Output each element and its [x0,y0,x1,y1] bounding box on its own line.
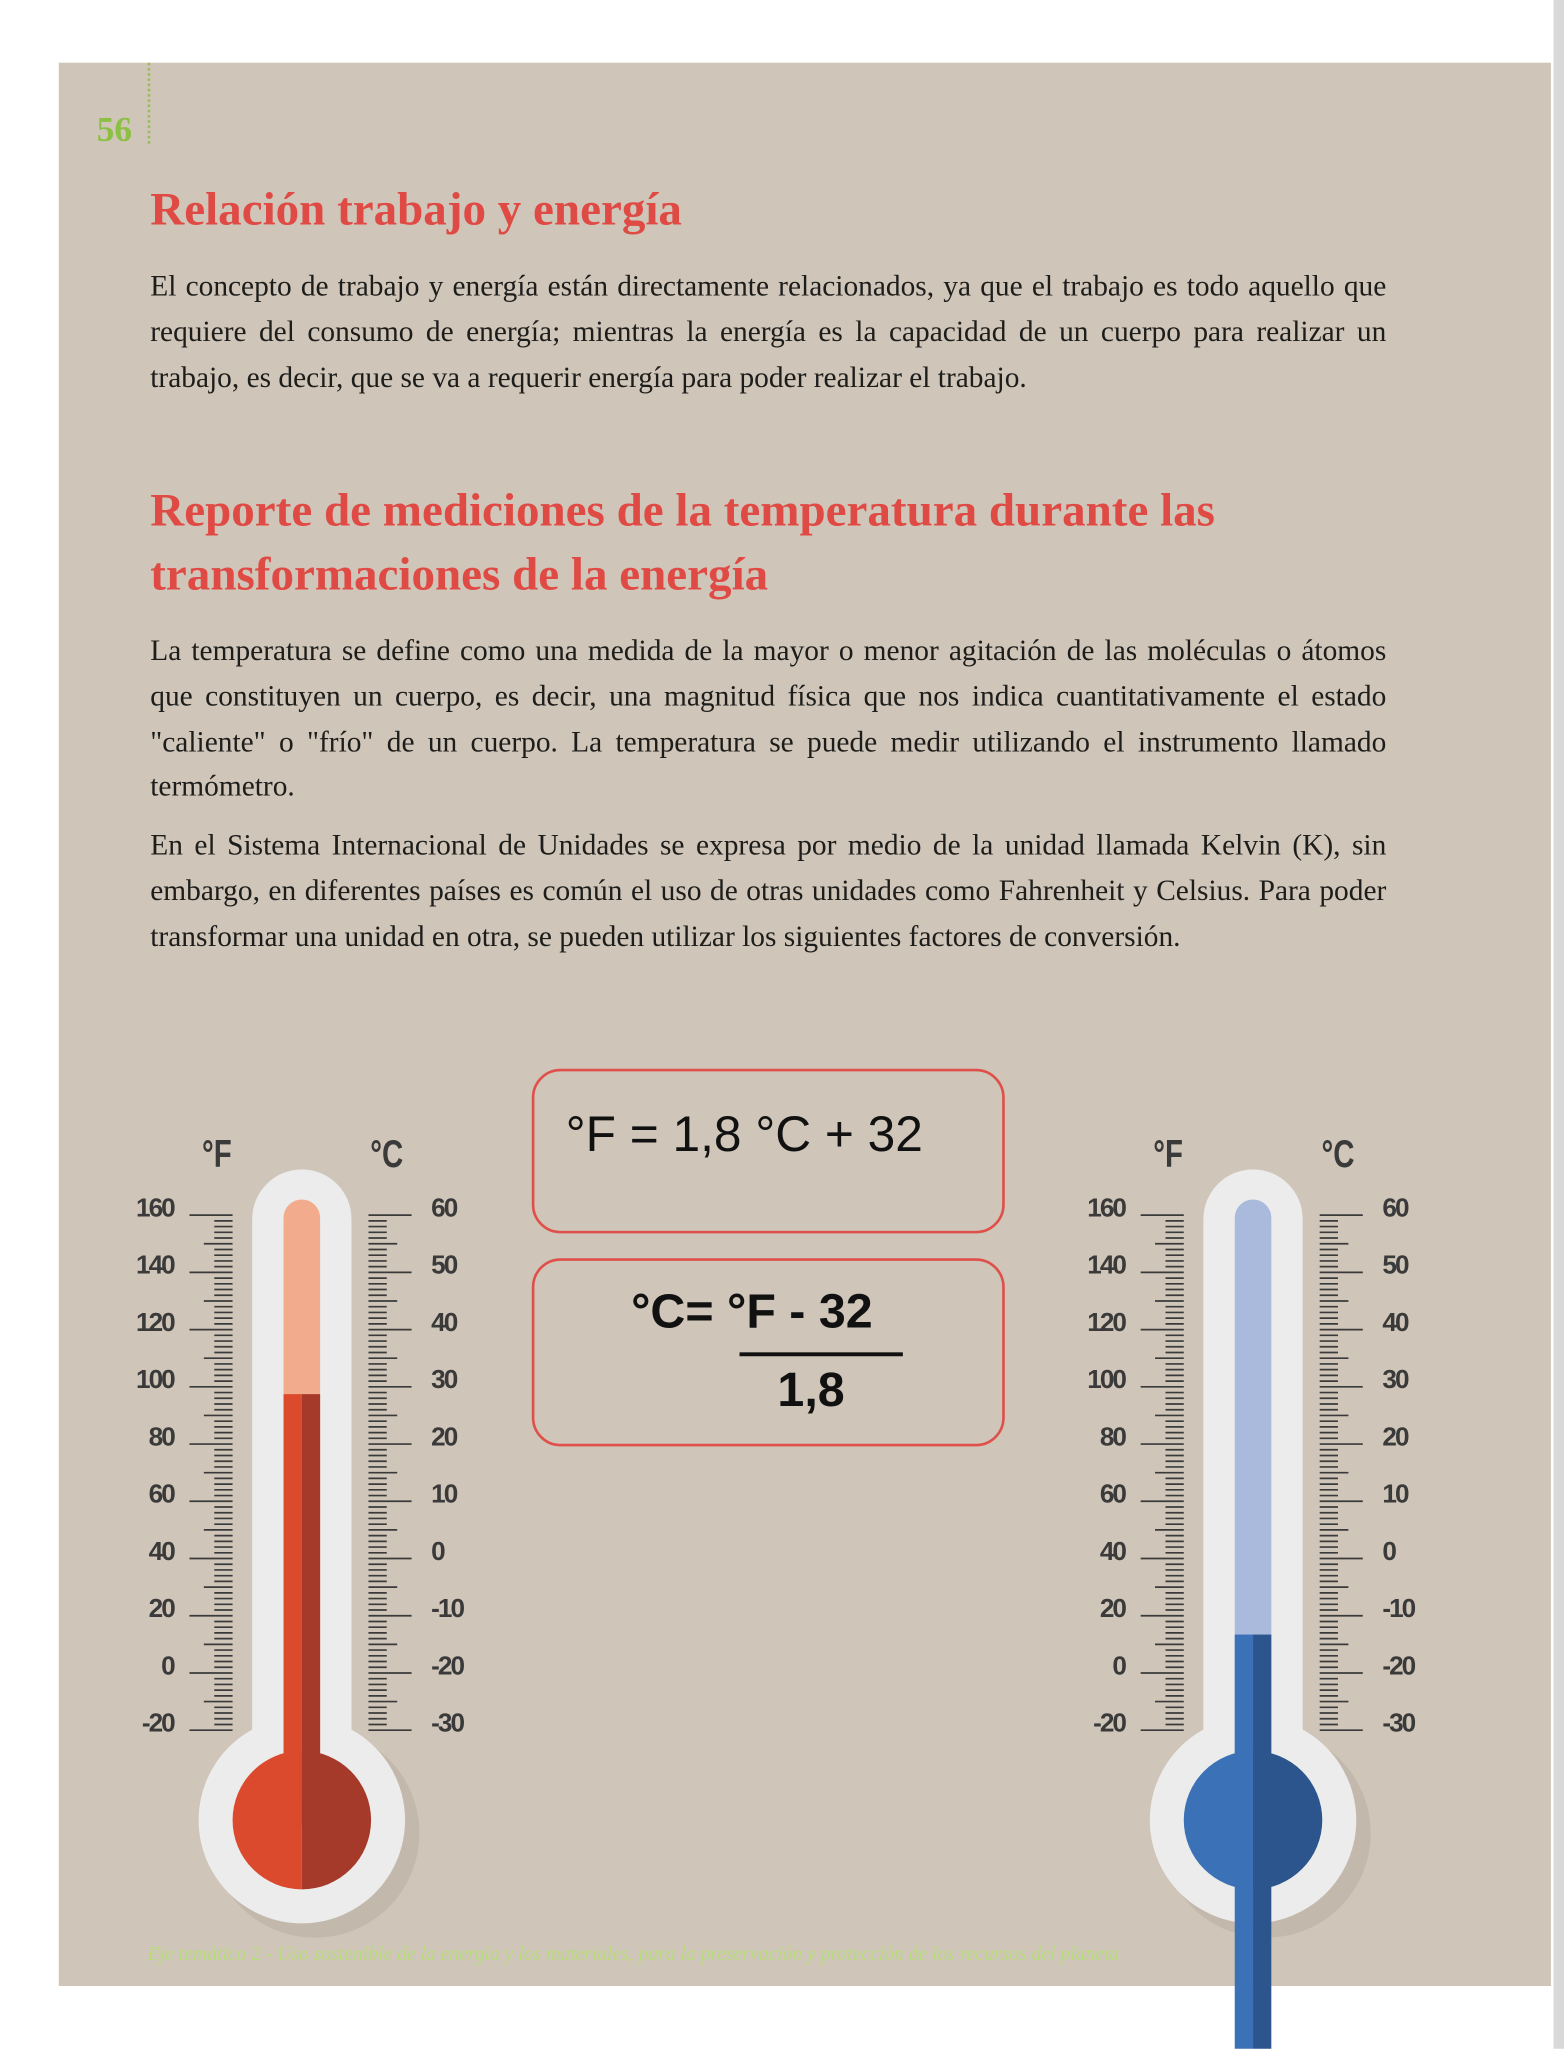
bulb [1253,1750,1323,1890]
f-tick-label: 40 [1100,1536,1127,1566]
c-tick-label: -10 [1382,1593,1415,1623]
c-tick-label: 50 [431,1250,458,1280]
f-tick-label: -20 [1093,1708,1126,1738]
section-title: Relación trabajo y energía [150,182,682,236]
f-tick-label: 60 [149,1479,176,1509]
f-tick-label: 0 [1112,1650,1126,1680]
f-tick-label: 0 [161,1650,175,1680]
fraction-bar [739,1352,903,1357]
c-tick-label: 0 [431,1536,445,1566]
c-tick-label: 0 [1382,1536,1396,1566]
f-tick-label: -20 [142,1708,175,1738]
c-tick-label: 60 [1382,1192,1409,1222]
formula-denominator: 1,8 [777,1362,845,1417]
f-tick-label: 120 [1087,1307,1126,1337]
footer: Eje temático 2 - Uso sostenible de la en… [147,1944,1120,1966]
f-tick-label: 40 [149,1536,176,1566]
c-tick-label: 30 [1382,1364,1409,1394]
c-tick-label: 10 [1382,1479,1409,1509]
paragraph: En el Sistema Internacional de Unidades … [150,828,1387,952]
mercury [301,1394,321,1826]
formula: °F = 1,8 °C + 32 [565,1107,923,1163]
page-edge [1553,0,1564,2049]
f-tick-label: 20 [1100,1593,1127,1623]
unit-label: °F [202,1133,232,1176]
c-tick-label: 20 [431,1421,458,1451]
c-tick-label: 10 [431,1479,458,1509]
f-tick-label: 140 [136,1250,175,1280]
c-tick-label: 40 [1382,1307,1409,1337]
f-tick-label: 120 [136,1307,175,1337]
section-title: Reporte de mediciones de la temperatura … [150,483,1215,600]
mercury [283,1394,302,1826]
paragraph: La temperatura se define como una medida… [150,633,1387,803]
f-tick-label: 160 [1087,1192,1126,1222]
f-tick-label: 140 [1087,1250,1126,1280]
c-tick-label: 30 [431,1364,458,1394]
c-tick-label: -20 [431,1650,464,1680]
f-tick-label: 160 [136,1192,175,1222]
f-tick-label: 60 [1100,1479,1127,1509]
formula-box: °C= °F - 32 1,8 [531,1258,1005,1447]
formula-numerator: °C= °F - 32 [631,1284,873,1338]
page-number: 56 [96,109,132,149]
unit-label: °C [370,1133,403,1176]
bulb [301,1750,372,1890]
c-tick-label: -20 [1382,1650,1415,1680]
f-tick-label: 80 [1100,1421,1127,1451]
bulb [1183,1750,1254,1890]
c-tick-label: -30 [1382,1708,1415,1738]
c-tick-label: 20 [1382,1421,1409,1451]
c-tick-label: -30 [431,1708,464,1738]
f-tick-label: 20 [149,1593,176,1623]
c-tick-label: 40 [431,1307,458,1337]
formula-box: °F = 1,8 °C + 32 [531,1068,1005,1234]
c-tick-label: 50 [1382,1250,1409,1280]
paragraph: El concepto de trabajo y energía están d… [150,269,1387,393]
f-tick-label: 100 [136,1364,175,1394]
bulb [232,1750,302,1890]
margin-rule [147,62,151,144]
c-tick-label: 60 [431,1192,458,1222]
f-tick-label: 100 [1087,1364,1126,1394]
unit-label: °C [1321,1133,1354,1176]
unit-label: °F [1153,1133,1183,1176]
c-tick-label: -10 [431,1593,464,1623]
f-tick-label: 80 [149,1421,176,1451]
